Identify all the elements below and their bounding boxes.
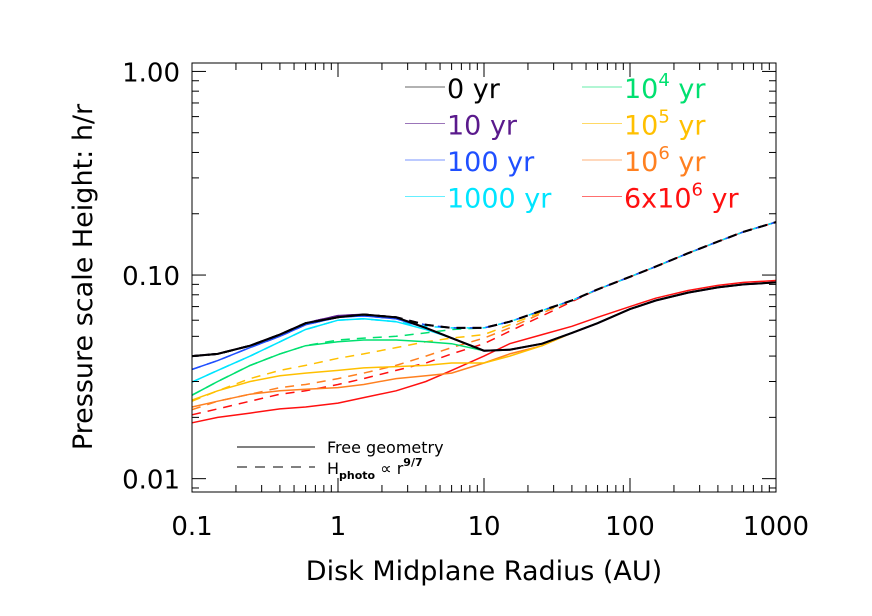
series-1000-yr-dashed — [191, 221, 777, 383]
legend-label-1000-yr: 1000 yr — [447, 184, 552, 215]
x-tick-label: 1000 — [743, 512, 809, 542]
dashed-label-mid: ∝ r — [375, 459, 404, 478]
legend-label-text: 1000 yr — [447, 184, 552, 215]
legend-label-sup: 4 — [658, 70, 669, 91]
series-lines — [191, 221, 777, 424]
legend-label-text: 0 yr — [447, 74, 501, 105]
axis-ticks — [191, 63, 777, 492]
legend-label-10e6-yr: 106 yr — [624, 143, 706, 178]
legend-label-tail: yr — [670, 74, 707, 105]
legend-label-sup: 6 — [692, 180, 703, 201]
legend-label-10e4-yr: 104 yr — [624, 70, 706, 105]
legend-label-tail: yr — [703, 184, 740, 215]
legend-label-text: 10 yr — [447, 111, 518, 142]
y-tick-label: 0.10 — [122, 262, 180, 292]
x-tick-label: 0.1 — [171, 512, 212, 542]
legend-label-100-yr: 100 yr — [447, 147, 535, 178]
legend-label-6x10e6-yr: 6x106 yr — [624, 180, 740, 215]
legend-label-10-yr: 10 yr — [447, 111, 518, 142]
tick-labels: 0.1 1 10 100 1000 0.01 0.10 1.00 — [122, 58, 809, 542]
legend-label-text: 6x10 — [624, 184, 692, 215]
x-tick-label: 100 — [605, 512, 655, 542]
x-axis-label: Disk Midplane Radius (AU) — [306, 556, 662, 587]
legend-label-0-yr: 0 yr — [447, 74, 501, 105]
x-tick-label: 1 — [330, 512, 347, 542]
legend-label-tail: yr — [670, 111, 707, 142]
legend-label-10e5-yr: 105 yr — [624, 107, 706, 142]
legend-label-text: 10 — [624, 74, 658, 105]
legend-label-tail: yr — [670, 147, 707, 178]
dashed-label-sub: photo — [339, 469, 376, 482]
legend-label-text: 100 yr — [447, 147, 535, 178]
series-6x10e6-yr-solid — [191, 279, 777, 424]
solid-line-label: Free geometry — [327, 438, 444, 457]
dashed-label-main: H — [327, 459, 339, 478]
series-10e5-yr-dashed — [191, 221, 777, 402]
legend-label-text: 10 — [624, 111, 658, 142]
line-style-legend: Free geometry Hphoto ∝ r9/7 — [237, 438, 444, 482]
legend-label-sup: 6 — [658, 143, 669, 164]
y-axis-label: Pressure scale Height: h/r — [68, 103, 99, 450]
legend-label-sup: 5 — [658, 107, 669, 128]
dashed-label-sup: 9/7 — [403, 456, 422, 469]
dashed-line-label: Hphoto ∝ r9/7 — [327, 456, 423, 482]
legend-label-text: 10 — [624, 147, 658, 178]
series-6x10e6-yr-dashed — [191, 221, 777, 416]
y-tick-label: 1.00 — [122, 58, 180, 88]
x-tick-label: 10 — [467, 512, 500, 542]
series-0-yr-solid — [191, 281, 777, 358]
series-10e6-yr-dashed — [191, 221, 777, 411]
y-tick-label: 0.01 — [122, 466, 180, 496]
